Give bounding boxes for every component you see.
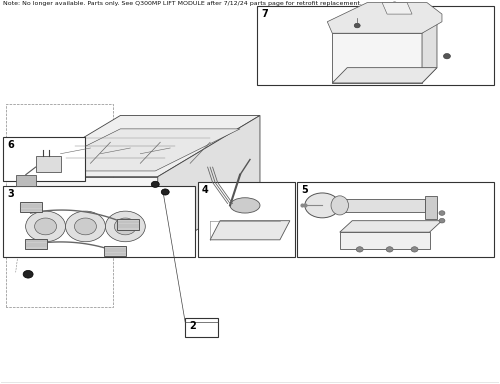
Polygon shape [422,18,437,83]
Polygon shape [18,177,158,253]
Circle shape [356,247,363,252]
Text: 6: 6 [7,139,14,150]
Bar [340,199,424,212]
Polygon shape [424,196,437,219]
Circle shape [34,218,56,235]
Polygon shape [158,116,260,253]
Bar [3,186,195,257]
Circle shape [74,218,96,235]
Ellipse shape [230,198,260,213]
Text: 2: 2 [189,321,196,331]
Ellipse shape [305,193,340,218]
Polygon shape [18,116,260,177]
Text: Note: No longer available. Parts only. See Q300MP LIFT MODULE after 7/12/24 part: Note: No longer available. Parts only. S… [3,2,362,7]
Polygon shape [210,221,290,240]
Circle shape [152,181,160,187]
Bar [24,238,46,249]
Circle shape [354,23,360,28]
Text: 5: 5 [302,185,308,195]
Circle shape [114,218,136,235]
Circle shape [439,218,445,223]
Polygon shape [382,3,412,14]
Circle shape [161,189,169,195]
Circle shape [392,0,398,1]
Bar [16,175,36,186]
Polygon shape [332,68,437,83]
Polygon shape [328,3,442,33]
Circle shape [66,211,106,242]
Bar [298,182,494,257]
Bar [3,137,86,180]
Text: 4: 4 [202,185,208,195]
Bar [36,156,60,172]
Bar [104,246,126,257]
Circle shape [386,247,393,252]
Bar [117,220,139,230]
Text: 7: 7 [262,10,268,20]
Bar [20,202,42,212]
Ellipse shape [331,196,348,215]
Circle shape [444,53,450,59]
Bar [185,318,218,338]
Circle shape [439,211,445,215]
Circle shape [26,211,66,242]
Circle shape [23,270,33,278]
Text: 3: 3 [7,189,14,199]
Polygon shape [332,33,422,83]
Polygon shape [340,221,442,232]
Circle shape [106,211,146,242]
Circle shape [411,247,418,252]
Polygon shape [332,18,437,33]
Polygon shape [340,232,430,249]
Polygon shape [36,129,240,171]
Bar [198,182,295,257]
Bar [258,7,494,85]
